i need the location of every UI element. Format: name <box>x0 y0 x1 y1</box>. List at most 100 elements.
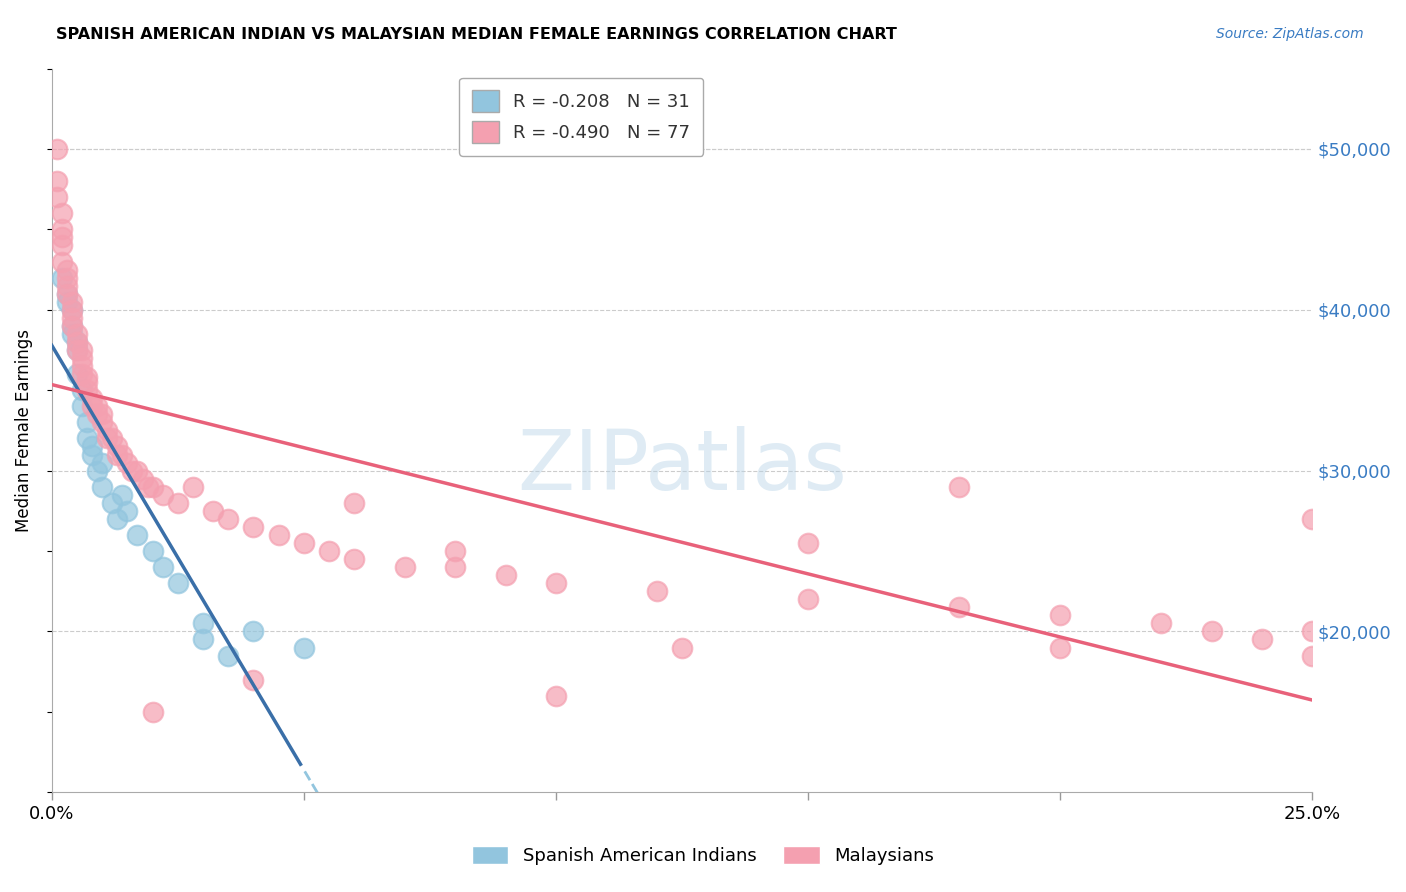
Point <box>91 407 114 421</box>
Point <box>56 286 79 301</box>
Point <box>797 592 820 607</box>
Point <box>60 302 83 317</box>
Point <box>292 536 315 550</box>
Point <box>45 190 67 204</box>
Point <box>66 326 89 341</box>
Point <box>76 415 98 429</box>
Point <box>117 456 139 470</box>
Point <box>66 334 89 349</box>
Legend: R = -0.208   N = 31, R = -0.490   N = 77: R = -0.208 N = 31, R = -0.490 N = 77 <box>460 78 703 156</box>
Point <box>76 432 98 446</box>
Point <box>70 399 93 413</box>
Point <box>152 488 174 502</box>
Point <box>101 496 124 510</box>
Point <box>60 326 83 341</box>
Point <box>45 174 67 188</box>
Point <box>242 624 264 639</box>
Point <box>191 616 214 631</box>
Point <box>86 407 108 421</box>
Point <box>242 673 264 687</box>
Point <box>797 536 820 550</box>
Text: ZIPatlas: ZIPatlas <box>517 426 846 507</box>
Point <box>66 343 89 357</box>
Point <box>51 206 73 220</box>
Point <box>56 278 79 293</box>
Point <box>86 399 108 413</box>
Point <box>86 464 108 478</box>
Point <box>60 294 83 309</box>
Point <box>267 528 290 542</box>
Text: SPANISH AMERICAN INDIAN VS MALAYSIAN MEDIAN FEMALE EARNINGS CORRELATION CHART: SPANISH AMERICAN INDIAN VS MALAYSIAN MED… <box>56 27 897 42</box>
Point <box>127 464 149 478</box>
Point <box>292 640 315 655</box>
Point <box>142 480 165 494</box>
Point <box>70 359 93 373</box>
Point <box>70 351 93 365</box>
Point <box>242 520 264 534</box>
Point <box>91 480 114 494</box>
Point <box>70 383 93 397</box>
Point <box>66 334 89 349</box>
Point <box>152 560 174 574</box>
Point <box>495 568 517 582</box>
Point <box>544 689 567 703</box>
Point <box>1301 648 1323 663</box>
Point <box>444 544 467 558</box>
Point <box>66 367 89 381</box>
Point <box>136 480 159 494</box>
Point <box>166 576 188 591</box>
Point <box>127 528 149 542</box>
Point <box>117 504 139 518</box>
Point <box>343 496 366 510</box>
Point <box>105 440 128 454</box>
Point <box>166 496 188 510</box>
Point <box>1301 624 1323 639</box>
Point <box>444 560 467 574</box>
Point <box>51 222 73 236</box>
Point <box>202 504 225 518</box>
Point <box>948 600 970 615</box>
Point <box>80 440 103 454</box>
Point <box>671 640 693 655</box>
Point <box>142 705 165 719</box>
Point <box>217 512 239 526</box>
Y-axis label: Median Female Earnings: Median Female Earnings <box>15 329 32 532</box>
Point <box>318 544 340 558</box>
Point <box>56 270 79 285</box>
Point <box>111 448 134 462</box>
Point <box>91 415 114 429</box>
Point <box>51 230 73 244</box>
Point <box>1201 624 1223 639</box>
Point <box>51 238 73 252</box>
Text: Source: ZipAtlas.com: Source: ZipAtlas.com <box>1216 27 1364 41</box>
Point <box>1049 608 1071 623</box>
Point <box>51 270 73 285</box>
Point <box>66 343 89 357</box>
Point <box>394 560 416 574</box>
Point <box>91 456 114 470</box>
Point <box>51 254 73 268</box>
Point <box>105 448 128 462</box>
Point <box>111 488 134 502</box>
Legend: Spanish American Indians, Malaysians: Spanish American Indians, Malaysians <box>463 837 943 874</box>
Point <box>60 318 83 333</box>
Point <box>56 294 79 309</box>
Point <box>70 367 93 381</box>
Point <box>1301 512 1323 526</box>
Point <box>76 383 98 397</box>
Point <box>1049 640 1071 655</box>
Point <box>191 632 214 647</box>
Point <box>76 375 98 389</box>
Point <box>76 370 98 384</box>
Point <box>142 544 165 558</box>
Point <box>56 262 79 277</box>
Point <box>105 512 128 526</box>
Point <box>60 318 83 333</box>
Point <box>948 480 970 494</box>
Point <box>131 472 153 486</box>
Point <box>60 310 83 325</box>
Point <box>1150 616 1173 631</box>
Point <box>101 432 124 446</box>
Point <box>45 142 67 156</box>
Point <box>96 424 118 438</box>
